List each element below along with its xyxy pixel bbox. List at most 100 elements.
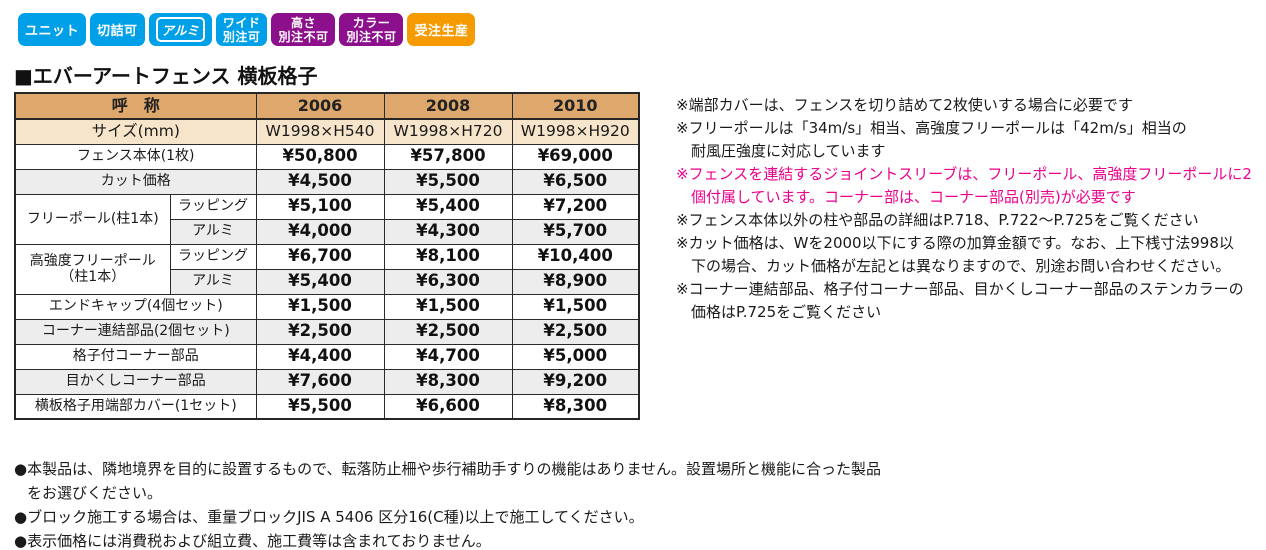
header-row: 呼 称 2006 2008 2010 bbox=[14, 92, 640, 120]
table-row: コーナー連結部品(2個セット) ¥2,500 ¥2,500 ¥2,500 bbox=[14, 318, 640, 345]
row-label-cell: カット価格 bbox=[14, 168, 257, 195]
badge-takasa-bechu-fuka-line-1: 高さ bbox=[290, 15, 316, 30]
price-cell-2008: ¥8,300 bbox=[383, 368, 513, 395]
price-cell-2006: ¥4,500 bbox=[255, 168, 385, 195]
price-cell-2006: ¥4,000 bbox=[255, 218, 385, 245]
price-table-body: サイズ(mm) W1998×H540 W1998×H720 W1998×H920 フェン… bbox=[14, 118, 640, 420]
size-row: サイズ(mm) W1998×H540 W1998×H720 W1998×H920 bbox=[14, 118, 640, 145]
price-cell-2008: ¥4,700 bbox=[383, 343, 513, 370]
price-table-head: 呼 称 2006 2008 2010 bbox=[14, 92, 640, 120]
row-label-cell: フリーポール(柱1本) bbox=[14, 193, 171, 245]
price-cell-2008: ¥5,500 bbox=[383, 168, 513, 195]
col-header-2006: 2006 bbox=[255, 92, 385, 120]
table-row: 高強度フリーポール（柱1本） ラッピング ¥6,700 ¥8,100 ¥10,400 bbox=[14, 243, 640, 295]
price-cell-2010: ¥1,500 bbox=[511, 293, 640, 320]
table-row: エンドキャップ(4個セット) ¥1,500 ¥1,500 ¥1,500 bbox=[14, 293, 640, 320]
bottom-note-line: ●表示価格には消費税および組立費、施工費等は含まれておりません。 bbox=[14, 532, 491, 550]
row-sublabel-cell: アルミ bbox=[169, 218, 257, 245]
price-cell-2010: ¥6,500 bbox=[511, 168, 640, 195]
row-sublabel-cell: ラッピング bbox=[169, 243, 257, 270]
bottom-notes: ●本製品は、隣地境界を目的に設置するもので、転落防止柵や歩行補助手すりの機能はあ… bbox=[14, 457, 881, 550]
badge-wide-bechu-ka: ワイド 別注可 bbox=[215, 13, 268, 46]
row-label-cell: 高強度フリーポール（柱1本） bbox=[14, 243, 171, 295]
price-cell-2010: ¥8,900 bbox=[511, 268, 640, 295]
row-label-cell: 格子付コーナー部品 bbox=[14, 343, 257, 370]
side-note-line: ※フェンスを連結するジョイントスリーブは、フリーポール、高強度フリーポールに2 bbox=[676, 165, 1252, 183]
price-cell-2010: ¥2,500 bbox=[511, 318, 640, 345]
table-row: 横板格子用端部カバー(1セット) ¥5,500 ¥6,600 ¥8,300 bbox=[14, 393, 640, 420]
badge-juchu-seisan-label: 受注生産 bbox=[414, 24, 469, 39]
price-cell-2006: ¥7,600 bbox=[255, 368, 385, 395]
badge-unit-label: ユニット bbox=[25, 24, 80, 39]
price-cell-2010: ¥5,700 bbox=[511, 218, 640, 245]
row-label-cell: フェンス本体(1枚) bbox=[14, 143, 257, 170]
table-row: 格子付コーナー部品 ¥4,400 ¥4,700 ¥5,000 bbox=[14, 343, 640, 370]
size-row-label: サイズ(mm) bbox=[14, 118, 257, 145]
price-cell-2008: ¥6,600 bbox=[383, 393, 513, 420]
table-row: カット価格 ¥4,500 ¥5,500 ¥6,500 bbox=[14, 168, 640, 195]
price-cell-2006: ¥5,100 bbox=[255, 193, 385, 220]
side-notes: ※端部カバーは、フェンスを切り詰めて2枚使いする場合に必要です ※フリーポールは「… bbox=[676, 94, 1252, 324]
price-cell-2010: ¥7,200 bbox=[511, 193, 640, 220]
price-cell-2006: ¥4,400 bbox=[255, 343, 385, 370]
price-cell-2010: ¥69,000 bbox=[511, 143, 640, 170]
badge-aluminum: アルミ bbox=[148, 13, 212, 46]
badge-kiritsume-ka-label: 切詰可 bbox=[97, 24, 138, 39]
badge-aluminum-label: アルミ bbox=[155, 17, 205, 42]
col-header-2010: 2010 bbox=[511, 92, 640, 120]
table-row: フェンス本体(1枚) ¥50,800 ¥57,800 ¥69,000 bbox=[14, 143, 640, 170]
price-cell-2008: ¥1,500 bbox=[383, 293, 513, 320]
price-cell-2008: ¥2,500 bbox=[383, 318, 513, 345]
price-cell-2008: ¥57,800 bbox=[383, 143, 513, 170]
badge-takasa-bechu-fuka: 高さ 別注不可 bbox=[271, 13, 336, 46]
side-note-line: ※フリーポールは「34m/s」相当、高強度フリーポールは「42m/s」相当の bbox=[676, 119, 1187, 137]
price-cell-2010: ¥10,400 bbox=[511, 243, 640, 270]
price-cell-2008: ¥8,100 bbox=[383, 243, 513, 270]
table-row: アルミ ¥4,000 ¥4,300 ¥5,700 bbox=[15, 218, 640, 245]
price-table: 呼 称 2006 2008 2010 サイズ(mm) W1998×H540 W1998×H… bbox=[14, 92, 641, 420]
price-cell-2010: ¥8,300 bbox=[511, 393, 640, 420]
bottom-note-line: をお選びください。 bbox=[27, 484, 163, 502]
row-label-cell: 目かくしコーナー部品 bbox=[14, 368, 257, 395]
badge-takasa-bechu-fuka-line-2: 別注不可 bbox=[278, 29, 329, 44]
price-cell-2008: ¥5,400 bbox=[383, 193, 513, 220]
badge-bar: ユニット 切詰可 アルミ ワイド 別注可 高さ 別注不可 カラー 別注不可 受注生産 bbox=[18, 13, 476, 46]
side-note-line: ※カット価格は、Wを2000以下にする際の加算金額です。なお、上下桟寸法998以 bbox=[676, 234, 1234, 252]
bottom-note-line: ●ブロック施工する場合は、重量ブロックJIS A 5406 区分16(C種)以上… bbox=[14, 508, 644, 526]
page-title: ■エバーアートフェンス 横板格子 bbox=[14, 64, 318, 88]
price-cell-2008: ¥6,300 bbox=[383, 268, 513, 295]
price-cell-2006: ¥5,400 bbox=[255, 268, 385, 295]
price-cell-2006: ¥50,800 bbox=[255, 143, 385, 170]
side-note-line: 耐風圧強度に対応しています bbox=[691, 142, 886, 160]
side-note-line: ※フェンス本体以外の柱や部品の詳細はP.718、P.722〜P.725をご覧くだ… bbox=[676, 211, 1199, 229]
side-note-line: 価格はP.725をご覧ください bbox=[691, 303, 882, 321]
side-note-line: ※端部カバーは、フェンスを切り詰めて2枚使いする場合に必要です bbox=[676, 96, 1133, 114]
table-row: フリーポール(柱1本) ラッピング ¥5,100 ¥5,400 ¥7,200 bbox=[14, 193, 640, 245]
size-value-2006: W1998×H540 bbox=[255, 118, 385, 145]
bottom-note-line: ●本製品は、隣地境界を目的に設置するもので、転落防止柵や歩行補助手すりの機能はあ… bbox=[14, 460, 882, 478]
side-note-line: 個付属しています。コーナー部は、コーナー部品(別売)が必要です bbox=[691, 188, 1136, 206]
col-header-name: 呼 称 bbox=[14, 92, 257, 120]
row-sublabel-cell: ラッピング bbox=[169, 193, 257, 220]
badge-wide-bechu-ka-line-2: 別注可 bbox=[222, 29, 261, 44]
badge-color-bechu-fuka-line-2: 別注不可 bbox=[346, 29, 397, 44]
badge-kiritsume-ka: 切詰可 bbox=[90, 13, 145, 46]
table-row: アルミ ¥5,400 ¥6,300 ¥8,900 bbox=[15, 268, 640, 295]
badge-color-bechu-fuka-line-1: カラー bbox=[352, 15, 391, 30]
price-cell-2010: ¥9,200 bbox=[511, 368, 640, 395]
price-cell-2006: ¥5,500 bbox=[255, 393, 385, 420]
side-note-line: 下の場合、カット価格が左記とは異なりますので、別途お問い合わせください。 bbox=[691, 257, 1231, 275]
row-label-cell: 横板格子用端部カバー(1セット) bbox=[14, 393, 257, 420]
row-sublabel-cell: アルミ bbox=[169, 268, 257, 295]
badge-wide-bechu-ka-line-1: ワイド bbox=[222, 15, 261, 30]
col-header-2008: 2008 bbox=[383, 92, 513, 120]
price-cell-2006: ¥6,700 bbox=[255, 243, 385, 270]
size-value-2010: W1998×H920 bbox=[511, 118, 640, 145]
price-cell-2010: ¥5,000 bbox=[511, 343, 640, 370]
size-value-2008: W1998×H720 bbox=[383, 118, 513, 145]
price-cell-2006: ¥1,500 bbox=[255, 293, 385, 320]
badge-color-bechu-fuka: カラー 別注不可 bbox=[339, 13, 404, 46]
price-cell-2006: ¥2,500 bbox=[255, 318, 385, 345]
row-label-cell: エンドキャップ(4個セット) bbox=[14, 293, 257, 320]
